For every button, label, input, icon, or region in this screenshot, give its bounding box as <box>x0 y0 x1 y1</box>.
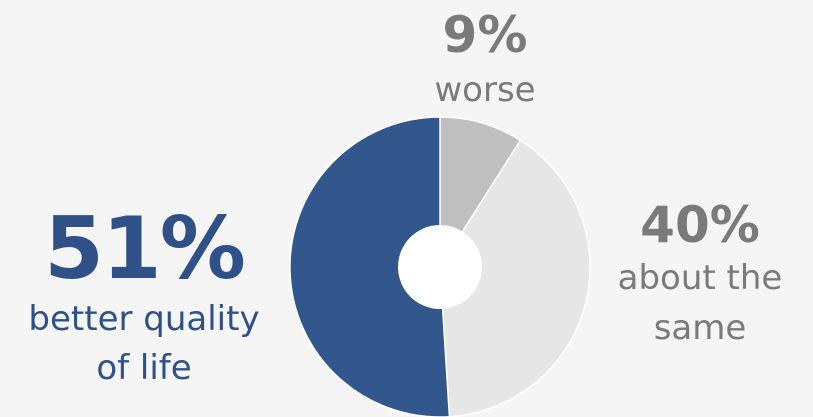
pie-slice-3 <box>289 116 451 417</box>
pct-worse: 9% <box>442 6 528 64</box>
desc-better-line1: better quality <box>28 299 260 339</box>
desc-same-line1: about the <box>617 258 783 298</box>
desc-worse: worse <box>434 70 536 110</box>
slices-group <box>289 116 591 417</box>
pie-slice-1 <box>439 116 522 270</box>
label-better: 51% better quality of life <box>2 206 286 390</box>
desc-better-line2: of life <box>96 348 192 388</box>
donut-hole <box>398 225 482 309</box>
label-worse: 9% worse <box>380 10 590 110</box>
pct-better: 51% <box>44 199 246 299</box>
pie-slice-2 <box>439 139 591 417</box>
desc-same-line2: same <box>653 308 747 348</box>
label-same: 40% about the same <box>590 200 810 350</box>
pct-same: 40% <box>640 196 760 254</box>
